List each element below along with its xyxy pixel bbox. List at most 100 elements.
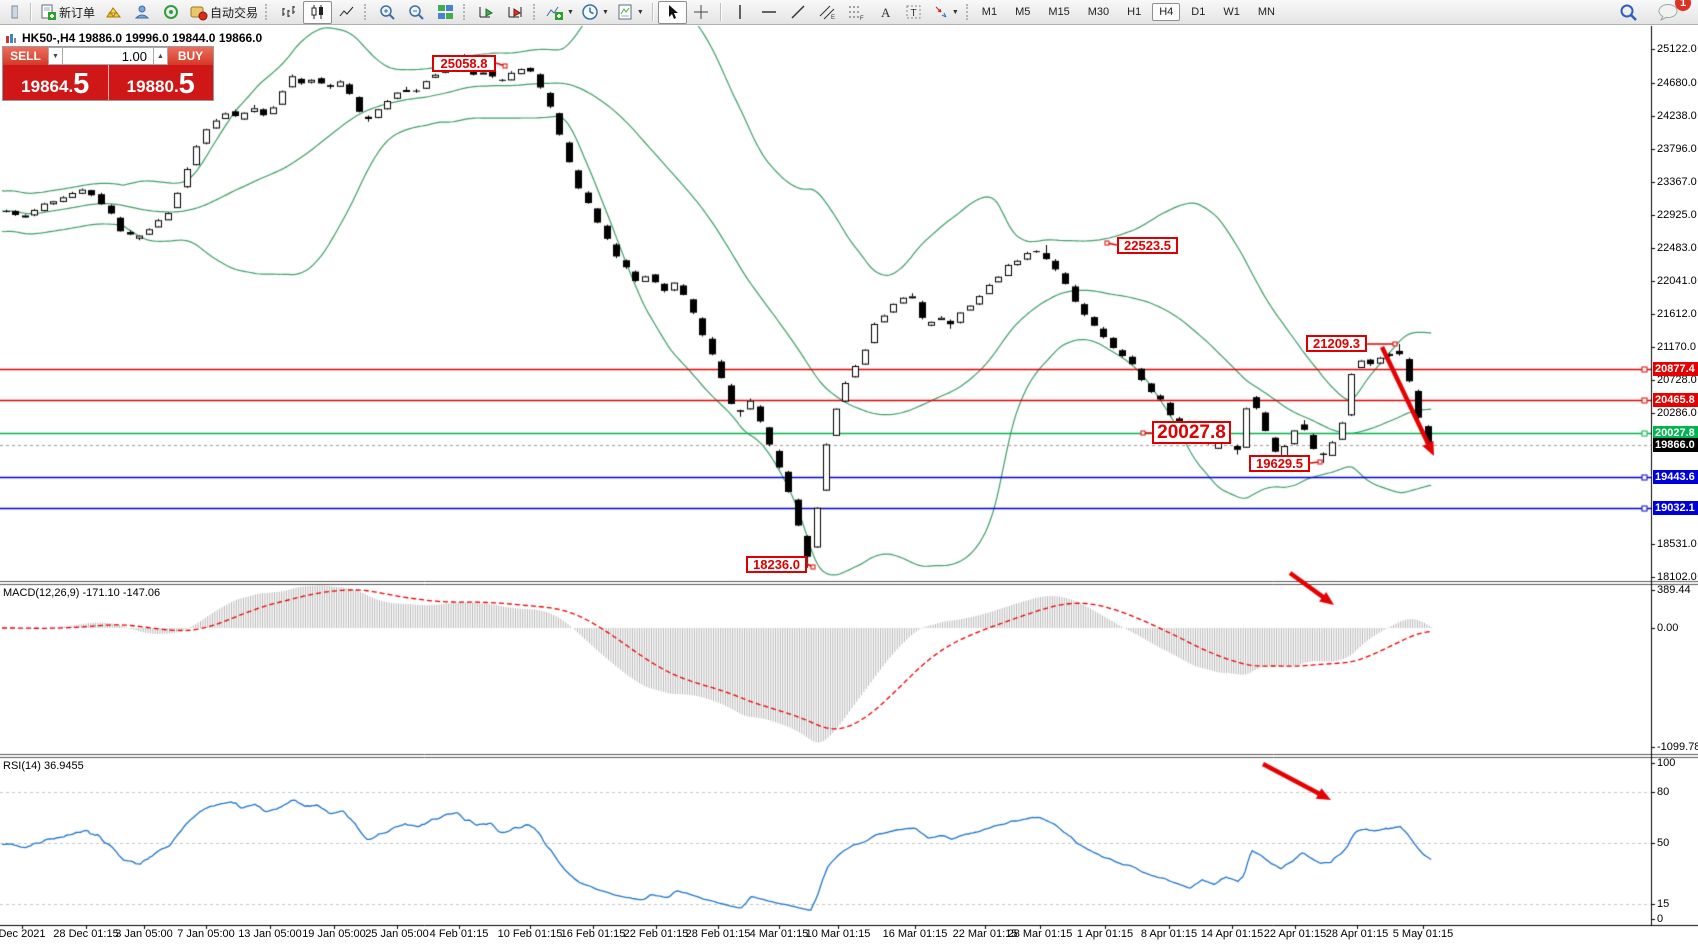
sell-button[interactable]: SELL (3, 47, 48, 65)
text-tool[interactable]: A (871, 1, 900, 24)
volume-input[interactable]: 1.00 (63, 47, 153, 65)
auto-scroll-button[interactable] (472, 1, 501, 24)
chat-bubble-icon (1658, 4, 1678, 21)
text-label-tool[interactable]: T (900, 1, 929, 24)
toolbar-grip (364, 4, 370, 20)
rsi-axis-tick: 80 (1657, 786, 1670, 798)
timeframe-m5[interactable]: M5 (1015, 6, 1031, 18)
price-annotation-18236.0[interactable]: 18236.0 (746, 556, 807, 573)
time-axis-label: 28 Feb 01:15 (685, 928, 751, 940)
separator (651, 3, 654, 21)
time-axis-label: 19 Jan 05:00 (302, 928, 366, 940)
time-axis-label: 4 Mar 01:15 (749, 928, 809, 940)
trendline-tool[interactable] (784, 1, 813, 24)
time-axis-label: 8 Apr 01:15 (1140, 928, 1198, 940)
price-annotation-21209.3[interactable]: 21209.3 (1306, 335, 1367, 352)
time-axis-label: 13 Jan 05:00 (238, 928, 302, 940)
horizontal-line-icon (762, 11, 777, 13)
new-order-button[interactable]: 新订单 (36, 1, 99, 24)
time-axis-label: 16 Mar 01:15 (882, 928, 948, 940)
crosshair-icon (694, 5, 709, 19)
timeframe-mn[interactable]: MN (1257, 6, 1275, 18)
toolbar-grip (965, 4, 972, 20)
toolbar-grip (463, 4, 469, 20)
chart-shift-button[interactable] (501, 1, 530, 24)
timeframe-w1[interactable]: W1 (1223, 6, 1240, 18)
templates-button[interactable]: ▼ (613, 1, 648, 24)
tile-windows-button[interactable] (431, 1, 460, 24)
price-annotation-25058.8[interactable]: 25058.8 (432, 55, 496, 72)
cursor-tool-button[interactable] (657, 0, 687, 24)
price-axis-tick: 22483.0 (1657, 242, 1697, 254)
arrows-tool[interactable]: ▼ (929, 1, 963, 24)
candle-chart-mode-button[interactable] (303, 0, 333, 24)
zoom-out-icon (408, 4, 424, 20)
template-icon (618, 4, 632, 20)
svg-text:T: T (911, 8, 917, 19)
timeframe-h4[interactable]: H4 (1152, 3, 1181, 21)
toolbar: 新订单 自动交易 (0, 0, 1698, 25)
time-axis-label: 4 Feb 01:15 (429, 928, 489, 940)
price-annotation-19629.5[interactable]: 19629.5 (1249, 455, 1310, 472)
price-annotation-22523.5[interactable]: 22523.5 (1117, 237, 1178, 254)
fibonacci-tool[interactable]: F (842, 1, 871, 24)
clock-icon (582, 3, 598, 20)
volume-down-spinner[interactable]: ▼ (48, 47, 63, 65)
price-badge-20465.8: 20465.8 (1653, 393, 1698, 407)
current-price-badge: 19866.0 (1653, 438, 1698, 452)
time-axis-label: 22 Mar 01:15 (952, 928, 1018, 940)
zoom-out-button[interactable] (402, 1, 431, 24)
price-axis-tick: 23796.0 (1657, 143, 1697, 155)
gold-button[interactable] (99, 1, 128, 24)
periods-button[interactable]: ▼ (578, 1, 613, 24)
svg-text:F: F (860, 16, 864, 20)
buy-button[interactable]: BUY (168, 47, 213, 65)
timeframe-m15[interactable]: M15 (1048, 6, 1070, 18)
channel-tool[interactable]: E (813, 1, 842, 24)
profile-button[interactable] (128, 1, 157, 24)
trendline-icon (791, 5, 805, 19)
line-chart-mode-button[interactable] (332, 1, 361, 24)
notifications-button[interactable]: 1 (1653, 0, 1691, 24)
macd-axis-tick: 389.44 (1657, 584, 1691, 596)
bar-chart-mode-button[interactable] (274, 1, 303, 24)
autotrade-button[interactable]: 自动交易 (186, 1, 262, 24)
price-annotation-20027.8[interactable]: 20027.8 (1152, 421, 1231, 444)
time-axis-label: 28 Apr 01:15 (1325, 928, 1389, 940)
rsi-label: RSI(14) 36.9455 (3, 760, 84, 772)
timeframe-d1[interactable]: D1 (1191, 6, 1206, 18)
timeframe-h1[interactable]: H1 (1127, 6, 1142, 18)
dropdown-caret: ▼ (636, 8, 644, 16)
indicators-button[interactable]: ▼ (542, 1, 578, 24)
dropdown-caret: ▼ (601, 8, 609, 16)
price-badge-19032.1: 19032.1 (1653, 501, 1698, 515)
arrows-icon (935, 6, 947, 18)
signal-button[interactable] (157, 1, 186, 24)
new-order-icon (41, 4, 56, 20)
timeframe-m30[interactable]: M30 (1087, 6, 1110, 18)
time-axis-label: 28 Mar 01:15 (1007, 928, 1073, 940)
symbol-chart-icon (6, 34, 16, 43)
search-button[interactable] (1614, 1, 1643, 24)
vertical-line-tool[interactable] (726, 1, 755, 24)
signal-icon (164, 5, 179, 19)
zoom-in-button[interactable] (373, 1, 402, 24)
buy-price-display[interactable]: 19880. 5 (108, 65, 213, 100)
separator (719, 3, 722, 21)
timeframe-m1[interactable]: M1 (981, 6, 998, 18)
zoom-in-icon (379, 4, 395, 20)
crosshair-tool-button[interactable] (687, 1, 716, 24)
clipped-chart-icon (0, 1, 26, 24)
price-axis-tick: 22925.0 (1657, 209, 1697, 221)
price-axis-tick: 20286.0 (1657, 407, 1697, 419)
price-badge-20027.8: 20027.8 (1653, 426, 1698, 440)
sell-price-display[interactable]: 19864. 5 (3, 65, 109, 100)
volume-up-spinner[interactable]: ▲ (153, 47, 168, 65)
price-axis-tick: 21612.0 (1657, 308, 1697, 320)
text-label-icon: T (906, 5, 921, 19)
horizontal-line-tool[interactable] (755, 1, 784, 24)
vertical-line-icon (739, 5, 742, 19)
autotrade-icon (190, 6, 208, 20)
